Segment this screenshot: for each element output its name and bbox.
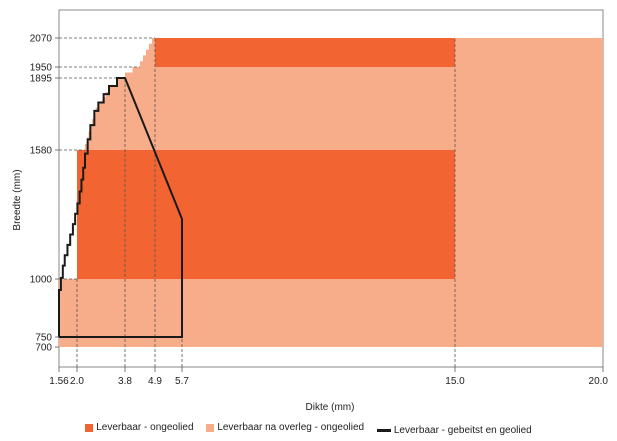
legend-label: Leverbaar na overleg - ongeolied (217, 422, 365, 433)
legend-swatch-dark-orange (85, 423, 94, 432)
dark-band-2 (155, 38, 455, 67)
reference-lines (59, 37, 456, 367)
outline-gebeitst-geolied (58, 77, 183, 338)
legend-item-ongeolied: Leverbaar - ongeolied (85, 422, 194, 433)
y-tick-label: 700 (35, 343, 52, 354)
x-tick-label: 4.9 (148, 376, 162, 387)
outline-series (58, 77, 183, 338)
x-tick-label: 15.0 (445, 376, 465, 387)
x-tick-label: 3.8 (118, 376, 132, 387)
legend: Leverbaar - ongeolied Leverbaar na overl… (0, 422, 617, 436)
x-tick-label: 20.0 (589, 376, 609, 387)
area-fills (59, 38, 603, 347)
x-tick-label: 2.0 (70, 376, 84, 387)
y-axis-title: Breedte (mm) (12, 169, 23, 230)
y-tick-label: 750 (35, 333, 52, 344)
legend-swatch-black-line (376, 428, 391, 432)
dark-band-1 (77, 150, 455, 279)
y-tick-label: 1895 (30, 74, 53, 85)
legend-swatch-light-orange (206, 423, 215, 432)
y-tick-label: 1580 (30, 146, 53, 157)
x-tick-label: 1.56 (49, 376, 69, 387)
x-tick-labels: 1.56 2.0 3.8 4.9 5.7 15.0 20.0 (49, 367, 608, 387)
legend-item-na-overleg: Leverbaar na overleg - ongeolied (206, 422, 364, 433)
x-axis-title: Dikte (mm) (306, 402, 355, 413)
y-tick-label: 2070 (30, 34, 53, 45)
legend-item-gebeitst: Leverbaar - gebeitst en geolied (376, 424, 532, 436)
y-tick-label: 1950 (30, 63, 53, 74)
legend-label: Leverbaar - gebeitst en geolied (393, 424, 532, 436)
y-tick-label: 1000 (30, 275, 53, 286)
legend-label: Leverbaar - ongeolied (96, 422, 194, 433)
x-tick-label: 5.7 (175, 376, 189, 387)
